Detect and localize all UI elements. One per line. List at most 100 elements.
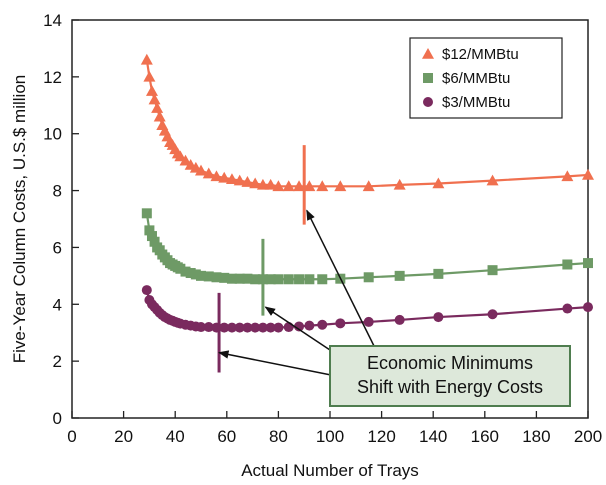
data-point [316,180,329,192]
data-point [317,319,328,330]
data-point [250,322,261,333]
data-point [242,273,253,284]
data-point [487,309,498,320]
data-point [250,274,261,285]
data-point [175,263,186,274]
legend-marker [422,48,434,59]
data-point [153,110,166,122]
annotation-arrow [306,209,377,351]
legend-label: $6/MMBtu [442,70,510,87]
data-point [225,173,238,184]
legend-box [409,37,563,119]
data-point [190,269,201,280]
legend-marker [423,97,433,107]
annotation-text: Economic Minimums [367,353,533,373]
data-point [334,180,347,192]
data-point [256,178,269,190]
data-point [273,322,284,333]
data-point [144,225,155,236]
data-point [234,322,245,333]
data-point [317,274,328,285]
data-point [149,236,160,247]
annotation-arrow [218,350,337,377]
data-point [180,266,191,277]
data-point [226,273,237,284]
x-tick-label: 60 [217,427,236,446]
x-tick-label: 200 [574,427,602,446]
data-point [363,316,374,327]
data-point [249,177,262,189]
data-point [233,174,246,186]
data-point [272,180,285,192]
y-tick-label: 2 [53,352,62,371]
data-point [304,320,315,331]
data-point [218,171,231,183]
data-point [196,270,206,281]
y-tick-label: 8 [53,182,62,201]
x-tick-label: 140 [419,427,447,446]
data-point [486,174,499,186]
y-tick-label: 4 [53,295,62,314]
data-point [148,93,161,105]
data-point [393,178,406,190]
y-tick-label: 6 [53,238,62,257]
data-point [561,170,574,182]
x-tick-label: 160 [471,427,499,446]
annotation: Economic Minimums Shift with Energy Costs [218,209,571,407]
data-point [203,322,214,333]
data-point [174,150,187,162]
data-point [293,180,306,192]
data-point [143,70,156,82]
data-point [265,274,276,285]
data-point [283,274,294,285]
annotation-text: Shift with Energy Costs [357,377,543,397]
data-point [562,303,573,314]
x-tick-label: 0 [67,427,76,446]
data-point [242,322,253,333]
data-point [210,170,223,182]
data-point [583,258,593,269]
y-tick-label: 14 [43,11,62,30]
x-tick-label: 80 [269,427,288,446]
data-point [265,322,276,333]
data-point [394,270,405,281]
data-point [282,180,295,192]
data-point [433,312,444,323]
series-1 [141,208,593,285]
y-axis-title: Five-Year Column Costs, U.S.$ million [10,75,29,363]
x-tick-label: 120 [367,427,395,446]
series-2 [141,285,593,333]
data-point [257,322,268,333]
data-point [582,168,594,180]
data-point [146,231,157,242]
data-point [219,272,230,283]
data-point [562,259,573,270]
data-point [273,274,284,285]
plot-area: 0 20 40 60 80 100 120 140 160 180 200 0 2 4 6 8 10 12 14 $1… [43,11,602,446]
data-point [487,265,498,276]
y-tick-label: 0 [53,409,62,428]
data-point [432,177,445,189]
data-point [264,178,277,190]
data-point [303,180,316,192]
data-point [196,322,206,333]
data-point [141,285,152,296]
annotation-box [329,345,571,407]
data-point [294,274,305,285]
data-point [219,322,230,333]
data-point [583,302,593,313]
data-point [140,53,153,65]
data-point [433,268,444,279]
data-point [145,85,158,96]
data-point [211,272,222,283]
data-point [141,208,152,219]
x-tick-label: 20 [114,427,133,446]
x-tick-label: 180 [522,427,550,446]
legend-label: $12/MMBtu [442,46,519,63]
data-point [202,167,215,179]
x-axis-title: Actual Number of Trays [241,461,419,480]
data-point [363,272,374,283]
data-point [335,318,346,329]
data-point [195,164,207,176]
